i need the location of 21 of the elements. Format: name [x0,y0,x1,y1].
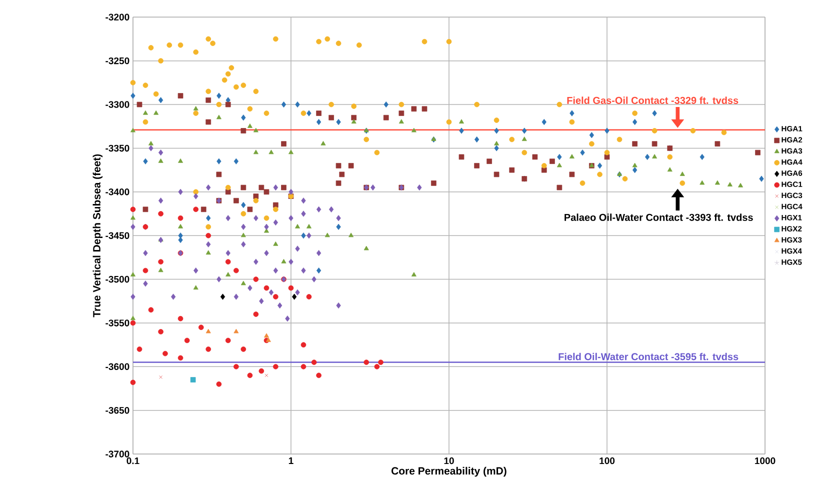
y-tick-label: -3450 [106,232,130,240]
x-tick-label: 1 [288,458,294,464]
x-tick-label: 100 [600,458,615,464]
y-tick-label: -3550 [106,320,130,327]
y-tick-label: -3350 [106,145,130,152]
ref-line-label: Field Oil-Water Contact -3595 ft. tvdss [558,353,738,360]
y-tick-label: -3650 [106,407,130,414]
y-axis-title: True Vertical Depth Subsea (feet) [92,154,103,318]
annotation: Palaeo Oil-Water Contact -3393 ft. tvdss [564,214,753,222]
y-tick-label: -3400 [106,188,130,196]
y-tick-label: -3250 [106,58,130,64]
x-tick-label: 1000 [755,458,776,464]
x-tick-label: 10 [444,458,454,464]
y-tick-label: -3500 [106,276,130,283]
x-axis-title: Core Permeability (mD) [392,467,506,477]
x-tick-label: 0.1 [126,458,140,464]
y-tick-label: -3200 [106,14,130,21]
y-tick-label: -3600 [106,363,130,370]
y-tick-label: -3700 [106,450,130,458]
y-tick-label: -3300 [106,101,130,108]
ref-line-label: Field Gas-Oil Contact -3329 ft. tvdss [567,96,738,104]
